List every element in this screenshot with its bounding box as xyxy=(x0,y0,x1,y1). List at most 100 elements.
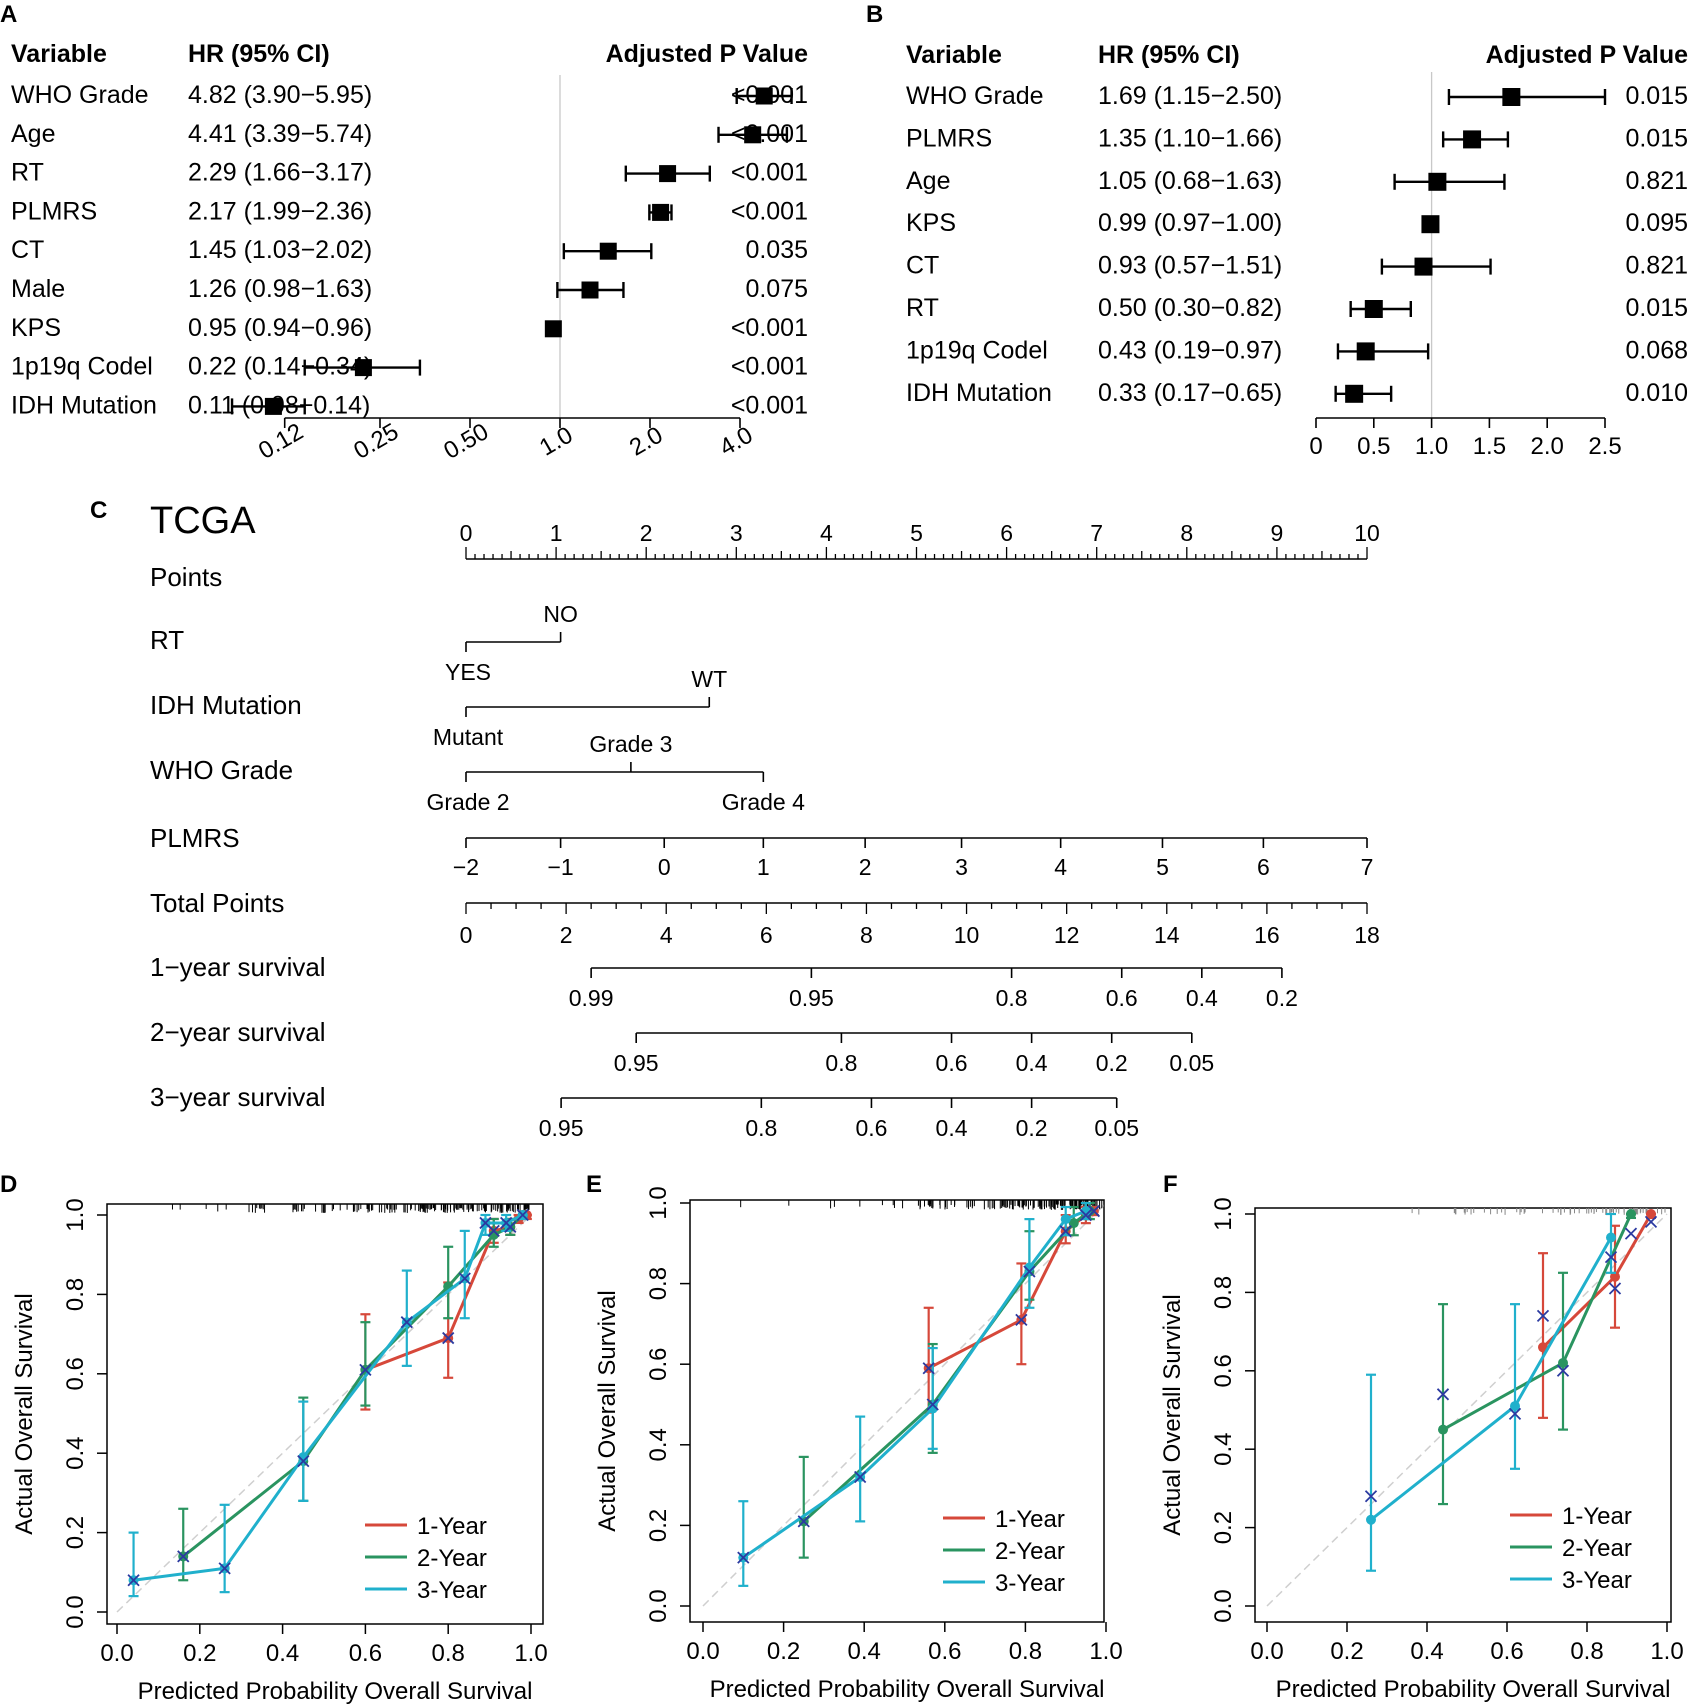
row-hr-ci: 0.93 (0.57−1.51) xyxy=(1098,252,1282,280)
plmrs-tick-label: 3 xyxy=(955,854,968,880)
x-tick-label: 0.0 xyxy=(1250,1638,1283,1665)
y-axis-title: Actual Overall Survival xyxy=(594,1290,621,1531)
x-tick-label: 0.4 xyxy=(266,1640,299,1667)
series-line-3-year xyxy=(1370,1236,1613,1521)
legend-label: 1-Year xyxy=(995,1506,1065,1533)
nomogram-title: TCGA xyxy=(150,500,256,542)
level-label: Mutant xyxy=(433,724,504,750)
hr-marker xyxy=(1428,172,1447,191)
y-axis-title: Actual Overall Survival xyxy=(11,1293,38,1534)
y-tick-label: 0.6 xyxy=(62,1357,89,1390)
survival-tick-label: 0.99 xyxy=(569,985,614,1011)
points-tick-label: 8 xyxy=(1180,520,1193,546)
points-tick-label: 10 xyxy=(1354,520,1380,546)
y-tick-label: 0.8 xyxy=(62,1278,89,1311)
plmrs-tick-label: 1 xyxy=(757,854,770,880)
observed-x-mark xyxy=(1536,1309,1550,1323)
row-p-value: 0.015 xyxy=(1625,294,1688,322)
row-variable: 1p19q Codel xyxy=(11,353,153,381)
row-hr-ci: 1.26 (0.98−1.63) xyxy=(188,275,372,303)
x-tick-label: 0.8 xyxy=(1009,1638,1042,1665)
legend-label: 2-Year xyxy=(1562,1535,1632,1562)
row-variable: RT xyxy=(906,294,939,322)
plmrs-tick-label: 5 xyxy=(1156,854,1169,880)
y-tick-label: 0.8 xyxy=(1210,1276,1237,1309)
total-tick-label: 14 xyxy=(1154,922,1180,948)
row-hr-ci: 1.35 (1.10−1.66) xyxy=(1098,124,1282,152)
panel-letter-a: A xyxy=(0,1,17,28)
row-p-value: <0.001 xyxy=(731,391,808,419)
row-hr-ci: 4.41 (3.39−5.74) xyxy=(188,120,372,148)
x-tick-label: 4.0 xyxy=(715,421,757,461)
points-tick-label: 7 xyxy=(1090,520,1103,546)
y-tick-label: 0.2 xyxy=(1210,1511,1237,1544)
hr-marker xyxy=(1356,342,1375,361)
row-variable: KPS xyxy=(906,209,956,237)
nomogram-row-label: Points xyxy=(150,562,222,592)
observed-x-mark xyxy=(1508,1407,1522,1421)
row-variable: WHO Grade xyxy=(11,81,149,109)
plmrs-tick-label: 4 xyxy=(1054,854,1067,880)
total-tick-label: 2 xyxy=(560,922,573,948)
observed-x-mark xyxy=(797,1515,810,1528)
plot-frame xyxy=(689,1199,1105,1623)
series-point xyxy=(1060,1214,1071,1225)
x-tick-label: 0.0 xyxy=(686,1638,719,1665)
survival-tick-label: 0.95 xyxy=(614,1050,659,1076)
row-hr-ci: 2.29 (1.66−3.17) xyxy=(188,159,372,187)
calibration-plot-e: E 0.0 0.2 0.4 0.6 0.8 1.0 0.0 0.2 0.4 0.6 0.8 1.0 Pre… xyxy=(586,1171,1123,1703)
survival-tick-label: 0.2 xyxy=(1266,985,1298,1011)
x-tick-label: 2.0 xyxy=(625,421,667,461)
row-variable: RT xyxy=(11,159,44,187)
nomogram-row-label: RT xyxy=(150,625,184,655)
panel-letter-e: E xyxy=(586,1171,602,1198)
x-tick-label: 0.25 xyxy=(349,418,403,465)
observed-x-mark xyxy=(1644,1215,1658,1228)
hr-marker xyxy=(581,281,599,299)
y-tick-label: 0.0 xyxy=(62,1595,89,1628)
series-line-2-year xyxy=(1442,1213,1633,1431)
x-tick-label: 2.5 xyxy=(1588,433,1621,460)
level-label: Grade 2 xyxy=(426,789,509,815)
plmrs-tick-label: 7 xyxy=(1361,854,1374,880)
total-tick-label: 18 xyxy=(1354,922,1380,948)
row-p-value: 0.015 xyxy=(1625,82,1688,110)
total-tick-label: 10 xyxy=(954,922,980,948)
observed-x-mark xyxy=(127,1574,140,1587)
hr-marker xyxy=(354,359,372,377)
header-hr-ci: HR (95% CI) xyxy=(1098,41,1240,69)
points-tick-label: 9 xyxy=(1271,520,1284,546)
hr-marker xyxy=(599,242,617,260)
plmrs-tick-label: 2 xyxy=(859,854,872,880)
row-variable: CT xyxy=(11,236,44,264)
survival-tick-label: 0.95 xyxy=(539,1115,584,1141)
row-variable: PLMRS xyxy=(906,124,992,152)
series-point xyxy=(1626,1209,1636,1219)
observed-x-mark xyxy=(177,1550,190,1563)
observed-x-mark xyxy=(516,1208,529,1222)
observed-x-mark xyxy=(458,1272,471,1285)
row-p-value: 0.095 xyxy=(1625,209,1688,237)
survival-tick-label: 0.8 xyxy=(825,1050,857,1076)
row-variable: IDH Mutation xyxy=(906,379,1052,407)
calibration-plot-f: F 0.0 0.2 0.4 0.6 0.8 1.0 0.0 0.2 0.4 0.6 0.8 1.0 Pre… xyxy=(1159,1171,1684,1703)
row-variable: WHO Grade xyxy=(906,82,1044,110)
observed-x-mark xyxy=(218,1562,231,1575)
x-tick-label: 1.0 xyxy=(514,1640,547,1667)
row-hr-ci: 4.82 (3.90−5.95) xyxy=(188,81,372,109)
legend-label: 2-Year xyxy=(417,1545,487,1572)
row-variable: CT xyxy=(906,252,939,280)
y-tick-label: 0.4 xyxy=(62,1437,89,1470)
level-label: Grade 3 xyxy=(589,731,672,757)
series-point xyxy=(1366,1514,1376,1525)
y-tick-label: 0.4 xyxy=(1210,1433,1237,1466)
x-tick-label: 0.4 xyxy=(1410,1638,1443,1665)
observed-x-mark xyxy=(1059,1225,1072,1238)
row-hr-ci: 0.99 (0.97−1.00) xyxy=(1098,209,1282,237)
x-tick-label: 1.0 xyxy=(1650,1638,1683,1665)
observed-x-mark xyxy=(1556,1364,1570,1377)
row-p-value: 0.015 xyxy=(1625,124,1688,152)
observed-x-mark xyxy=(922,1362,935,1375)
